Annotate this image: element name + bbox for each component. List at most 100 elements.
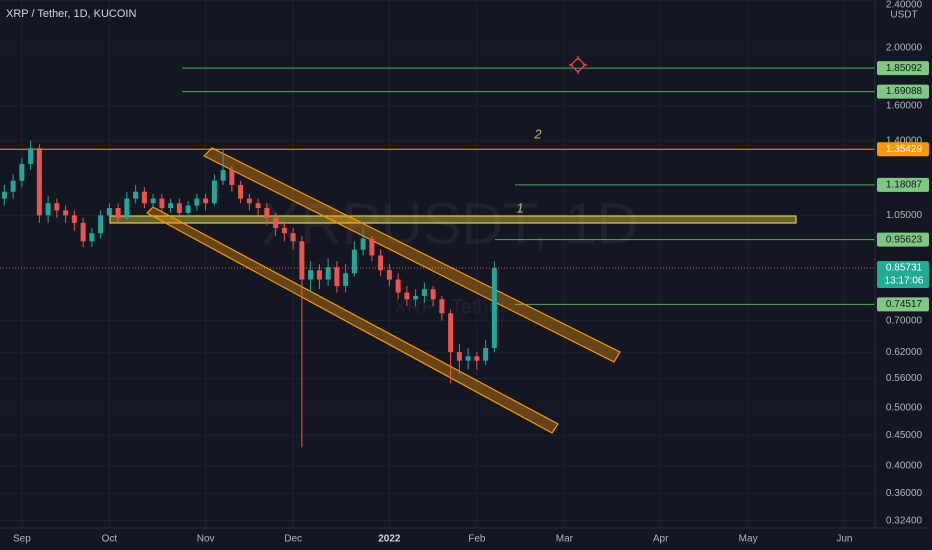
candle-body xyxy=(115,208,121,218)
x-tick-label: Dec xyxy=(284,534,302,545)
y-tick-label: 1.05000 xyxy=(886,210,923,221)
y-tick-label: 0.45000 xyxy=(886,430,923,441)
candle-body xyxy=(124,198,130,218)
price-tags: 1.85092 1.69088 1.35429 1.18087 0.95623 0.745… xyxy=(877,61,929,312)
x-tick-label: Nov xyxy=(197,534,215,545)
candle-body xyxy=(28,148,34,164)
y-tick-label: 0.50000 xyxy=(886,403,923,414)
watermark-symbol: XRPUSDT, 1D xyxy=(261,191,638,256)
candle-body xyxy=(246,198,252,204)
candle-body xyxy=(343,273,349,286)
last-price-tag xyxy=(877,260,929,288)
x-tick-label: Sep xyxy=(13,534,31,545)
candle-body xyxy=(1,191,7,199)
candle-body xyxy=(439,299,445,314)
last-price-label: 0.85731 xyxy=(886,263,923,274)
grid xyxy=(0,0,875,528)
candle-body xyxy=(281,228,287,234)
currency-label: USDT xyxy=(890,9,917,20)
candle-body xyxy=(80,222,86,242)
y-tick-label: 0.70000 xyxy=(886,315,923,326)
candle-body xyxy=(465,356,471,361)
x-tick-label: Oct xyxy=(102,534,118,545)
candle-body xyxy=(159,198,165,209)
candle-body xyxy=(316,270,322,280)
channel-upper xyxy=(202,147,621,363)
candle-body xyxy=(106,208,112,216)
candle-body xyxy=(404,292,410,300)
x-tick-label: Mar xyxy=(556,534,574,545)
y-tick-label: 1.40000 xyxy=(886,135,923,146)
candle-body xyxy=(194,198,200,206)
candle-body xyxy=(360,238,366,250)
level-tag-label: 1.35429 xyxy=(886,144,923,155)
level-tag xyxy=(877,232,929,247)
x-tick-label: 2022 xyxy=(378,534,401,545)
countdown-label: 13:17:06 xyxy=(885,276,924,287)
candle-body xyxy=(176,203,182,213)
level-tag-label: 1.69088 xyxy=(886,86,923,97)
candle-body xyxy=(141,191,147,204)
y-tick-label: 1.60000 xyxy=(886,101,923,112)
candle-body xyxy=(351,249,357,274)
candle-body xyxy=(378,255,384,271)
candle-body xyxy=(10,180,16,192)
chart-title: XRP / Tether, 1D, KUCOIN xyxy=(6,8,136,20)
candle-body xyxy=(150,198,156,204)
candle-body xyxy=(229,170,235,186)
candle-body xyxy=(185,205,191,213)
candle-body xyxy=(89,233,95,242)
watermark-name: XRP / Tether xyxy=(394,296,507,318)
annotation: 1 xyxy=(516,200,523,215)
level-tag-label: 1.85092 xyxy=(886,63,923,74)
candle-body xyxy=(448,313,454,353)
candle-body xyxy=(334,267,340,286)
candle-body xyxy=(290,233,296,242)
candle-body xyxy=(63,210,69,216)
y-tick-label: 0.36000 xyxy=(886,488,923,499)
candle-body xyxy=(474,356,480,361)
y-tick-label: 0.56000 xyxy=(886,373,923,384)
level-tag-label: 0.95623 xyxy=(886,234,923,245)
candle-body xyxy=(203,198,209,204)
candle-body xyxy=(491,268,497,349)
candle-body xyxy=(273,217,279,229)
target-icon xyxy=(569,56,587,74)
candle-body xyxy=(19,163,25,181)
candle-body xyxy=(421,289,427,296)
candle-body xyxy=(71,215,77,223)
candle-body xyxy=(386,270,392,280)
candle-body xyxy=(308,270,314,280)
y-tick-label: 2.40000 xyxy=(886,0,923,10)
annotation: 2 xyxy=(533,126,542,141)
candle-body xyxy=(264,208,270,218)
level-tag xyxy=(877,61,929,76)
candle-body xyxy=(98,215,104,234)
x-tick-label: Feb xyxy=(468,534,486,545)
candle-body xyxy=(220,170,226,181)
level-tag xyxy=(877,142,929,157)
x-tick-label: May xyxy=(739,534,758,545)
candle-body xyxy=(413,295,419,300)
candle-body xyxy=(483,348,489,361)
candle-body xyxy=(395,279,401,293)
zone-box xyxy=(109,215,797,224)
candle-body xyxy=(430,289,436,300)
y-tick-label: 0.40000 xyxy=(886,461,923,472)
candle-body xyxy=(255,203,261,209)
level-tag xyxy=(877,177,929,192)
candle-body xyxy=(168,203,174,209)
level-tag-label: 1.18087 xyxy=(886,179,923,190)
candle-body xyxy=(45,203,51,216)
candle-body xyxy=(238,185,244,199)
candle-body xyxy=(36,148,42,216)
candle-body xyxy=(299,241,305,280)
level-tag xyxy=(877,297,929,312)
candle-body xyxy=(369,238,375,256)
candle-body xyxy=(133,191,139,199)
channel-lower xyxy=(146,206,559,434)
level-tag xyxy=(877,84,929,99)
